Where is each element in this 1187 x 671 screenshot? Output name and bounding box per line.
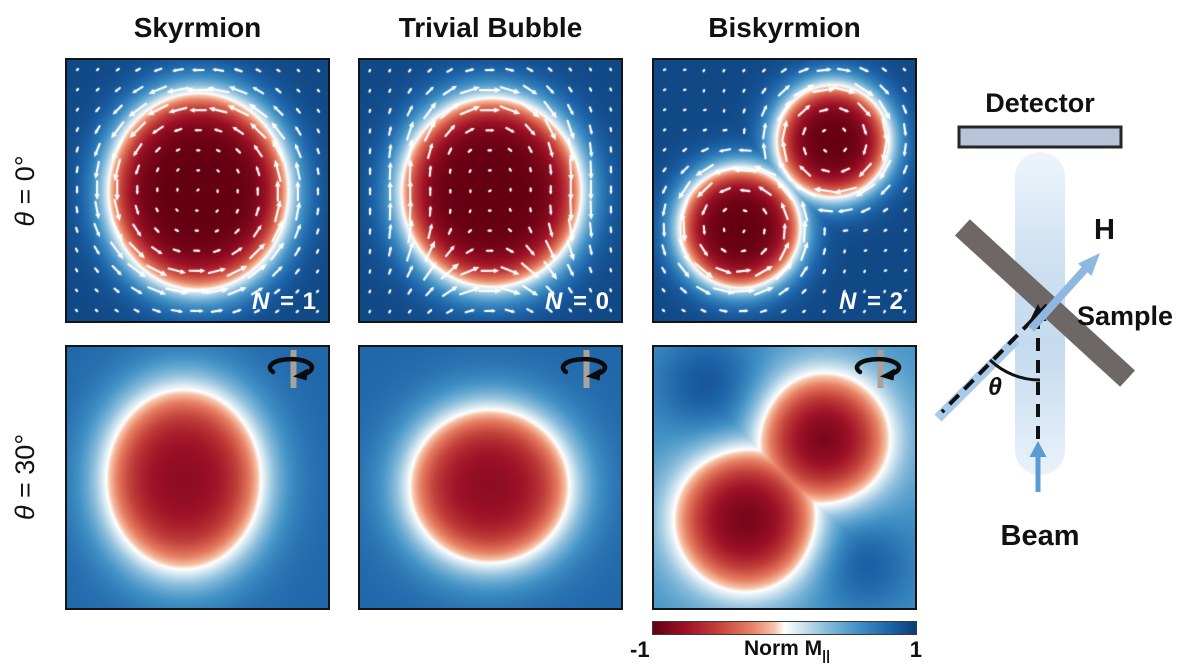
panel-biskyrmion-30deg xyxy=(652,345,917,610)
rotation-axis-icon xyxy=(854,350,902,388)
heatmap-skyrmion-30deg xyxy=(67,347,328,608)
panel-biskyrmion-0deg: N = 2 xyxy=(652,58,917,323)
theta-arc xyxy=(988,358,1041,382)
column-title-biskyrmion: Biskyrmion xyxy=(708,12,861,43)
theta-symbol: θ xyxy=(10,211,40,227)
topological-charge-label: N = 2 xyxy=(838,288,904,315)
colorbar xyxy=(652,621,917,635)
beam-label: Beam xyxy=(1000,520,1080,552)
column-title-trivial-bubble: Trivial Bubble xyxy=(398,12,583,43)
column-title-skyrmion: Skyrmion xyxy=(133,12,262,43)
row-label-theta-0: θ = 0° xyxy=(10,155,40,227)
colorbar-title: Norm M|| xyxy=(743,637,830,664)
colorbar-min-label: -1 xyxy=(630,637,650,662)
heatmap-biskyrmion-0deg xyxy=(654,60,915,321)
topological-charge-label: N = 1 xyxy=(251,288,317,315)
tilted-beam-segment xyxy=(934,336,1020,422)
field-arrow-shaft xyxy=(1028,264,1090,332)
sample-label: Sample xyxy=(1077,301,1174,331)
tilted-axis-dashed-line xyxy=(940,303,1049,414)
row-label-theta-30: θ = 30° xyxy=(10,433,40,521)
heatmap-skyrmion-0deg xyxy=(67,60,328,321)
panel-skyrmion-0deg: N = 1 xyxy=(65,58,330,323)
detector-label: Detector xyxy=(985,88,1095,118)
detector-plate xyxy=(957,125,1123,149)
field-label: H xyxy=(1094,214,1115,246)
panel-bubble-0deg: N = 0 xyxy=(358,58,623,323)
rotation-axis-icon xyxy=(560,350,608,388)
heatmap-bubble-0deg xyxy=(360,60,621,321)
panel-bubble-30deg xyxy=(358,345,623,610)
field-arrow-head xyxy=(1078,253,1100,276)
beam-arrow-head xyxy=(1029,441,1047,457)
theta-symbol: θ xyxy=(10,505,40,521)
heatmap-biskyrmion-30deg xyxy=(654,347,915,608)
theta-label: θ xyxy=(988,373,1002,401)
colorbar-max-label: 1 xyxy=(909,637,922,662)
rotation-axis-icon xyxy=(267,350,315,388)
heatmap-bubble-30deg xyxy=(360,347,621,608)
sample-bar xyxy=(954,219,1136,387)
panel-skyrmion-30deg xyxy=(65,345,330,610)
experiment-schematic xyxy=(934,125,1136,492)
topological-charge-label: N = 0 xyxy=(544,288,610,315)
